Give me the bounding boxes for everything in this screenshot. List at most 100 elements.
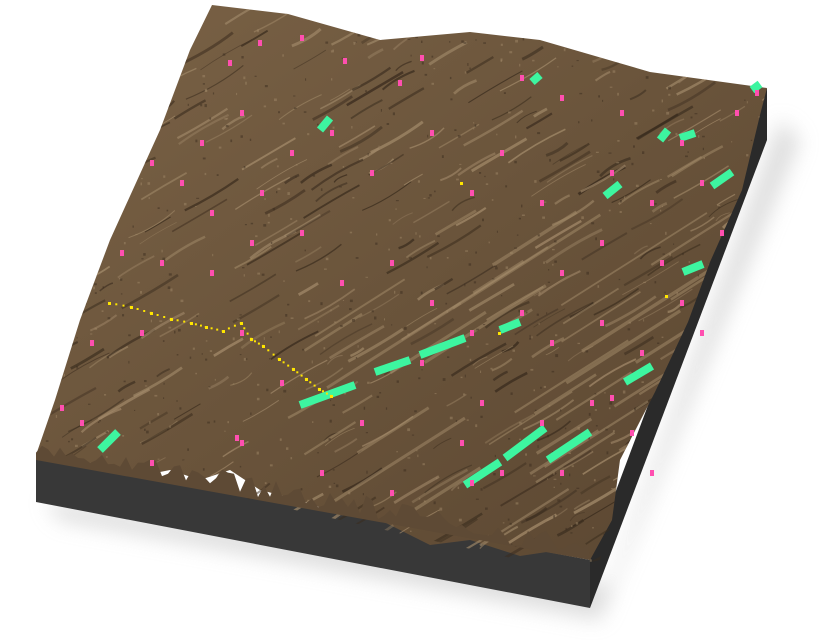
- terrain-speckle: [747, 289, 750, 291]
- terrain-speckle: [423, 500, 426, 503]
- terrain-speckle: [162, 25, 165, 27]
- terrain-speckle: [514, 247, 517, 249]
- map-point-marker: [258, 40, 262, 46]
- ridge-texture: [633, 548, 676, 568]
- terrain-speckle: [159, 320, 163, 322]
- terrain-speckle: [163, 397, 165, 399]
- terrain-speckle: [493, 473, 496, 476]
- ridge-texture: [771, 484, 785, 492]
- terrain-speckle: [521, 214, 525, 216]
- path-dot: [292, 368, 295, 371]
- terrain-speckle: [37, 559, 40, 561]
- terrain-speckle: [239, 465, 242, 468]
- terrain-speckle: [148, 197, 150, 200]
- terrain-speckle: [437, 235, 440, 238]
- ridge-texture: [313, 5, 364, 10]
- map-point-marker: [250, 240, 254, 246]
- terrain-speckle: [464, 71, 466, 74]
- terrain-speckle: [764, 516, 767, 519]
- terrain-speckle: [737, 357, 740, 359]
- terrain-speckle: [652, 109, 655, 112]
- map-point-marker: [560, 95, 564, 101]
- ridge-texture: [651, 202, 668, 213]
- terrain-speckle: [507, 518, 510, 521]
- ridge-texture: [115, 22, 130, 32]
- terrain-speckle: [484, 175, 486, 178]
- terrain-speckle: [641, 381, 644, 383]
- terrain-speckle: [93, 286, 95, 290]
- terrain-speckle: [694, 113, 698, 115]
- terrain-speckle: [409, 257, 412, 260]
- ridge-texture: [140, 172, 188, 201]
- ridge-crest: [408, 466, 482, 515]
- path-dot: [199, 324, 202, 327]
- terrain-speckle: [710, 306, 712, 308]
- terrain-speckle: [528, 19, 531, 22]
- terrain-speckle: [256, 451, 259, 455]
- terrain-speckle: [703, 157, 705, 160]
- map-segment: [498, 318, 522, 334]
- terrain-speckle: [537, 34, 540, 37]
- terrain-speckle: [591, 222, 595, 225]
- terrain-speckle: [166, 209, 169, 212]
- ridge-texture: [328, 324, 385, 360]
- path-dot: [330, 395, 333, 398]
- ridge-crest: [581, 262, 721, 353]
- terrain-speckle: [278, 330, 280, 334]
- ridge-texture: [304, 288, 356, 320]
- ridge-texture: [410, 317, 455, 346]
- terrain-speckle: [50, 578, 52, 581]
- terrain-speckle: [612, 70, 616, 73]
- ridge-texture: [333, 174, 348, 183]
- terrain-speckle: [309, 16, 312, 19]
- terrain-speckle: [154, 394, 158, 397]
- terrain-speckle: [543, 261, 545, 264]
- yellow-path-layer: [108, 182, 668, 398]
- terrain-speckle: [304, 249, 306, 252]
- ridge-texture: [97, 201, 122, 217]
- terrain-speckle: [512, 21, 514, 23]
- ridge-texture: [295, 243, 342, 272]
- ridge-texture: [327, 354, 343, 365]
- terrain-speckle: [243, 357, 246, 361]
- terrain-speckle: [58, 26, 61, 30]
- ridge-texture: [492, 370, 508, 382]
- terrain-speckle: [475, 424, 478, 428]
- terrain-speckle: [274, 98, 277, 102]
- ridge-texture: [148, 29, 176, 47]
- terrain-speckle: [250, 412, 252, 416]
- map-segment: [678, 129, 697, 142]
- ridge-texture: [346, 70, 404, 107]
- terrain-speckle: [747, 471, 750, 474]
- ridge-texture: [46, 229, 103, 264]
- terrain-speckle: [384, 318, 385, 321]
- terrain-speckle: [398, 20, 400, 22]
- terrain-speckle: [302, 348, 305, 351]
- terrain-speckle: [375, 242, 378, 245]
- ridge-texture: [83, 35, 118, 58]
- ridge-texture: [450, 342, 507, 377]
- terrain-speckle: [182, 459, 185, 461]
- map-point-marker: [660, 260, 664, 266]
- ridge-texture: [398, 238, 415, 250]
- ridge-texture: [731, 539, 767, 568]
- ridge-texture: [339, 125, 383, 153]
- map-point-marker: [680, 300, 684, 306]
- terrain-speckle: [429, 256, 432, 260]
- path-dot: [227, 327, 230, 330]
- terrain-speckle: [282, 122, 285, 125]
- terrain-speckle: [473, 122, 475, 124]
- terrain-speckle: [122, 435, 125, 437]
- terrain-speckle: [593, 479, 596, 482]
- terrain-speckle: [563, 18, 565, 20]
- terrain-speckle: [59, 545, 62, 548]
- terrain-speckle: [634, 122, 638, 125]
- terrain-speckle: [308, 300, 311, 303]
- terrain-speckle: [555, 334, 558, 337]
- ridge-crest: [514, 339, 629, 414]
- terrain-speckle: [21, 555, 23, 558]
- terrain-speckle: [742, 292, 745, 295]
- ridge-texture: [522, 399, 575, 431]
- terrain-speckle: [456, 178, 459, 181]
- path-dot: [136, 308, 139, 310]
